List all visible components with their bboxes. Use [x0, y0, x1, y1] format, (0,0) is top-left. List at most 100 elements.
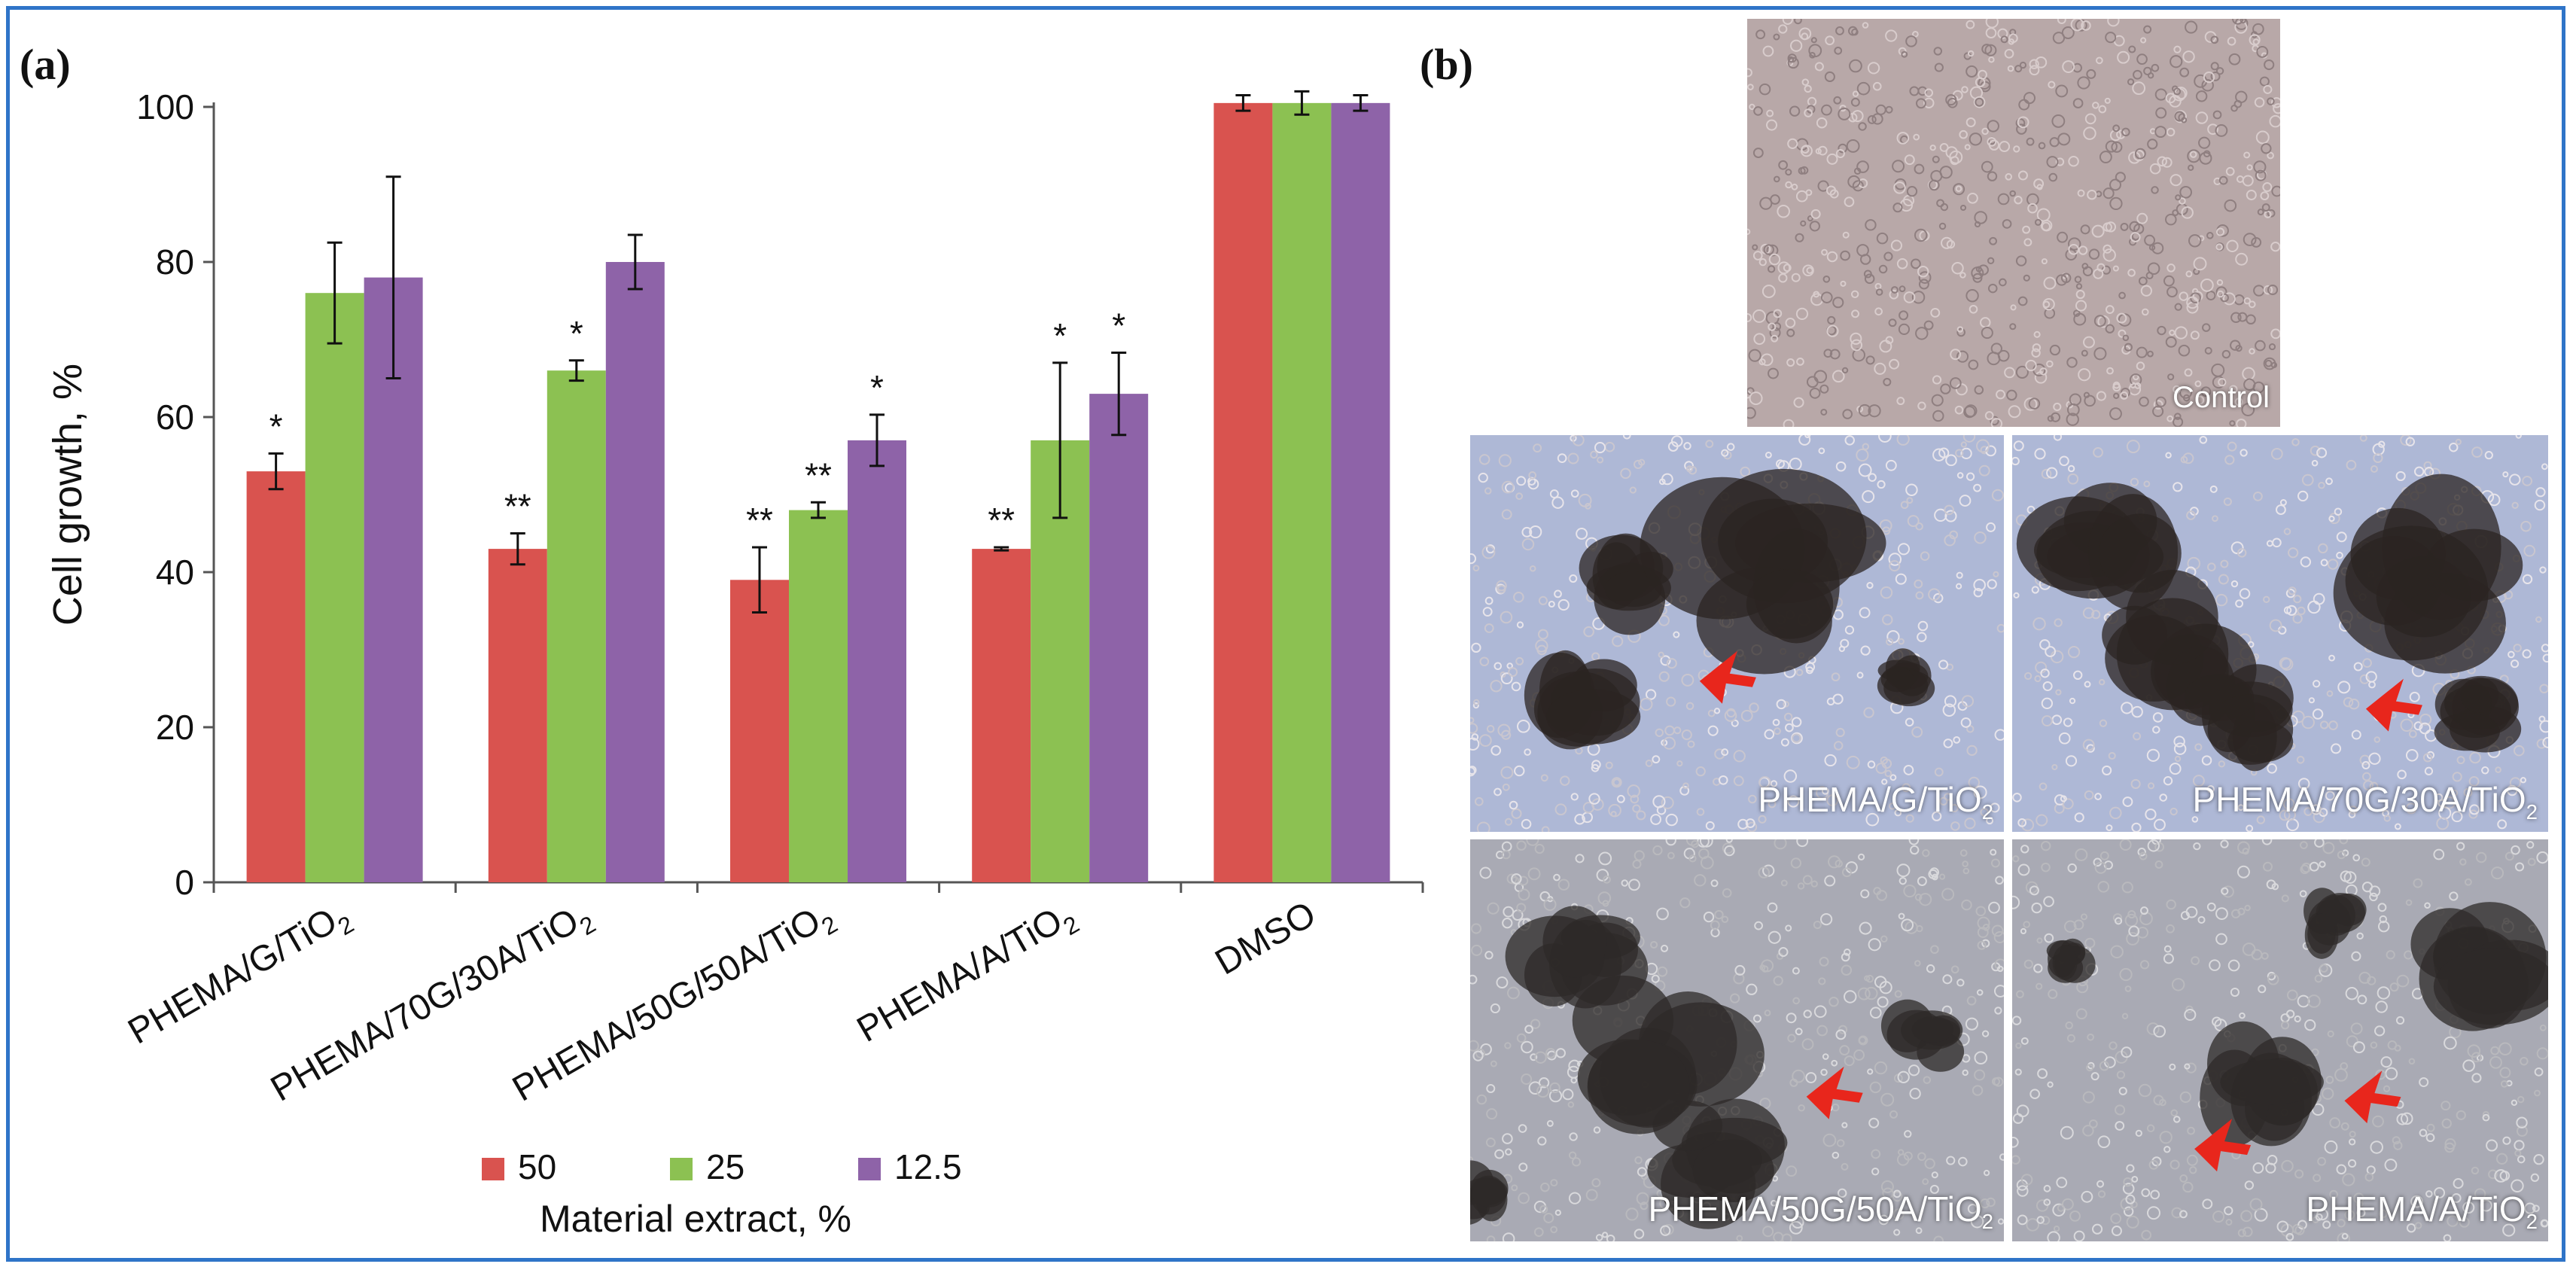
- cell: [2096, 391, 2106, 401]
- cell: [1777, 204, 1790, 218]
- cell: [1802, 875, 1813, 885]
- cell: [1827, 315, 1836, 325]
- cell: [1903, 1151, 1913, 1161]
- cell: [1857, 987, 1871, 1000]
- cell: [1685, 702, 1694, 711]
- cell: [2023, 92, 2036, 105]
- cell: [2151, 242, 2164, 254]
- cell: [1828, 996, 1839, 1007]
- cell: [1776, 459, 1785, 469]
- cell: [2443, 796, 2456, 809]
- cell: [2456, 756, 2465, 765]
- cell: [2039, 367, 2048, 376]
- cell: [2077, 76, 2090, 90]
- cell: [1908, 839, 1920, 845]
- cell: [1877, 996, 1889, 1008]
- cell: [1899, 876, 1907, 885]
- cell: [1980, 1198, 1990, 1209]
- cell: [2131, 1176, 2139, 1183]
- cell: [2256, 46, 2269, 58]
- cell: [2309, 861, 2319, 872]
- cell: [2532, 1204, 2540, 1213]
- cell: [2136, 53, 2148, 65]
- cell: [1773, 33, 1780, 41]
- cell: [2228, 385, 2238, 394]
- cell: [2179, 385, 2193, 399]
- cell: [2008, 405, 2021, 419]
- cell: [1997, 193, 2010, 206]
- cell: [2179, 291, 2188, 301]
- cell: [2082, 607, 2095, 620]
- cell: [2140, 906, 2148, 915]
- cell: [1831, 1059, 1838, 1067]
- cell: [2471, 1052, 2482, 1063]
- cell: [2017, 1214, 2028, 1226]
- cell: [1964, 818, 1976, 830]
- cell: [2316, 447, 2328, 458]
- legend-swatch: [482, 1158, 504, 1180]
- cell: [1655, 728, 1664, 737]
- cell: [2017, 116, 2029, 129]
- cell: [1822, 1053, 1829, 1060]
- cell: [2041, 258, 2048, 265]
- cell: [2516, 1125, 2528, 1137]
- cell: [1843, 949, 1851, 956]
- cell: [1787, 53, 1797, 63]
- cell: [2061, 1198, 2074, 1211]
- cell: [1521, 1074, 1533, 1085]
- cell: [1817, 180, 1829, 192]
- cell: [1984, 44, 1997, 56]
- cell: [1942, 974, 1953, 985]
- cell-aggregate: [2460, 677, 2499, 713]
- cell: [1962, 867, 1970, 875]
- cell: [1747, 84, 1754, 90]
- cell: [1973, 587, 1984, 598]
- cell: [1939, 142, 1949, 152]
- cell: [1497, 723, 1511, 737]
- cell: [1932, 375, 1942, 385]
- cell: [1825, 185, 1837, 196]
- cell: [2311, 1103, 2325, 1116]
- cell: [2046, 467, 2058, 479]
- cell: [2463, 787, 2473, 797]
- cell: [1972, 273, 1983, 283]
- cell: [2471, 1073, 2482, 1083]
- cell: [2240, 1210, 2252, 1223]
- cell: [1990, 416, 1999, 426]
- cell: [2147, 72, 2154, 79]
- cell: [2184, 1008, 2197, 1022]
- cell: [1859, 254, 1871, 265]
- cell: [2131, 705, 2143, 718]
- cell: [2206, 291, 2216, 301]
- cell: [2036, 982, 2043, 990]
- cell: [1889, 289, 1899, 300]
- cell: [2047, 415, 2054, 422]
- cell: [1901, 50, 1908, 58]
- cell: [1471, 944, 1483, 956]
- cell: [1896, 397, 1905, 406]
- cell: [1601, 1232, 1609, 1238]
- cell: [2345, 987, 2358, 1000]
- cell: [1997, 1218, 2004, 1225]
- cell: [2138, 276, 2148, 286]
- cell: [2073, 1230, 2085, 1241]
- cell: [2170, 55, 2183, 69]
- cell: [2269, 619, 2282, 632]
- cell: [2012, 793, 2022, 802]
- cell: [1516, 840, 1527, 851]
- cell: [2236, 175, 2244, 183]
- cell: [1533, 1227, 1544, 1238]
- cell: [2210, 62, 2219, 71]
- cell: [2292, 614, 2303, 624]
- cell: [2351, 951, 2361, 961]
- cell: [2352, 1041, 2365, 1054]
- cell: [1603, 876, 1611, 884]
- cell-aggregate: [2126, 570, 2218, 665]
- cell: [2221, 887, 2229, 895]
- significance-mark: **: [746, 501, 773, 540]
- cell: [1640, 697, 1653, 711]
- cell: [2163, 945, 2172, 953]
- cell: [1867, 62, 1880, 75]
- cell: [2291, 438, 2300, 446]
- cell: [1982, 924, 1990, 931]
